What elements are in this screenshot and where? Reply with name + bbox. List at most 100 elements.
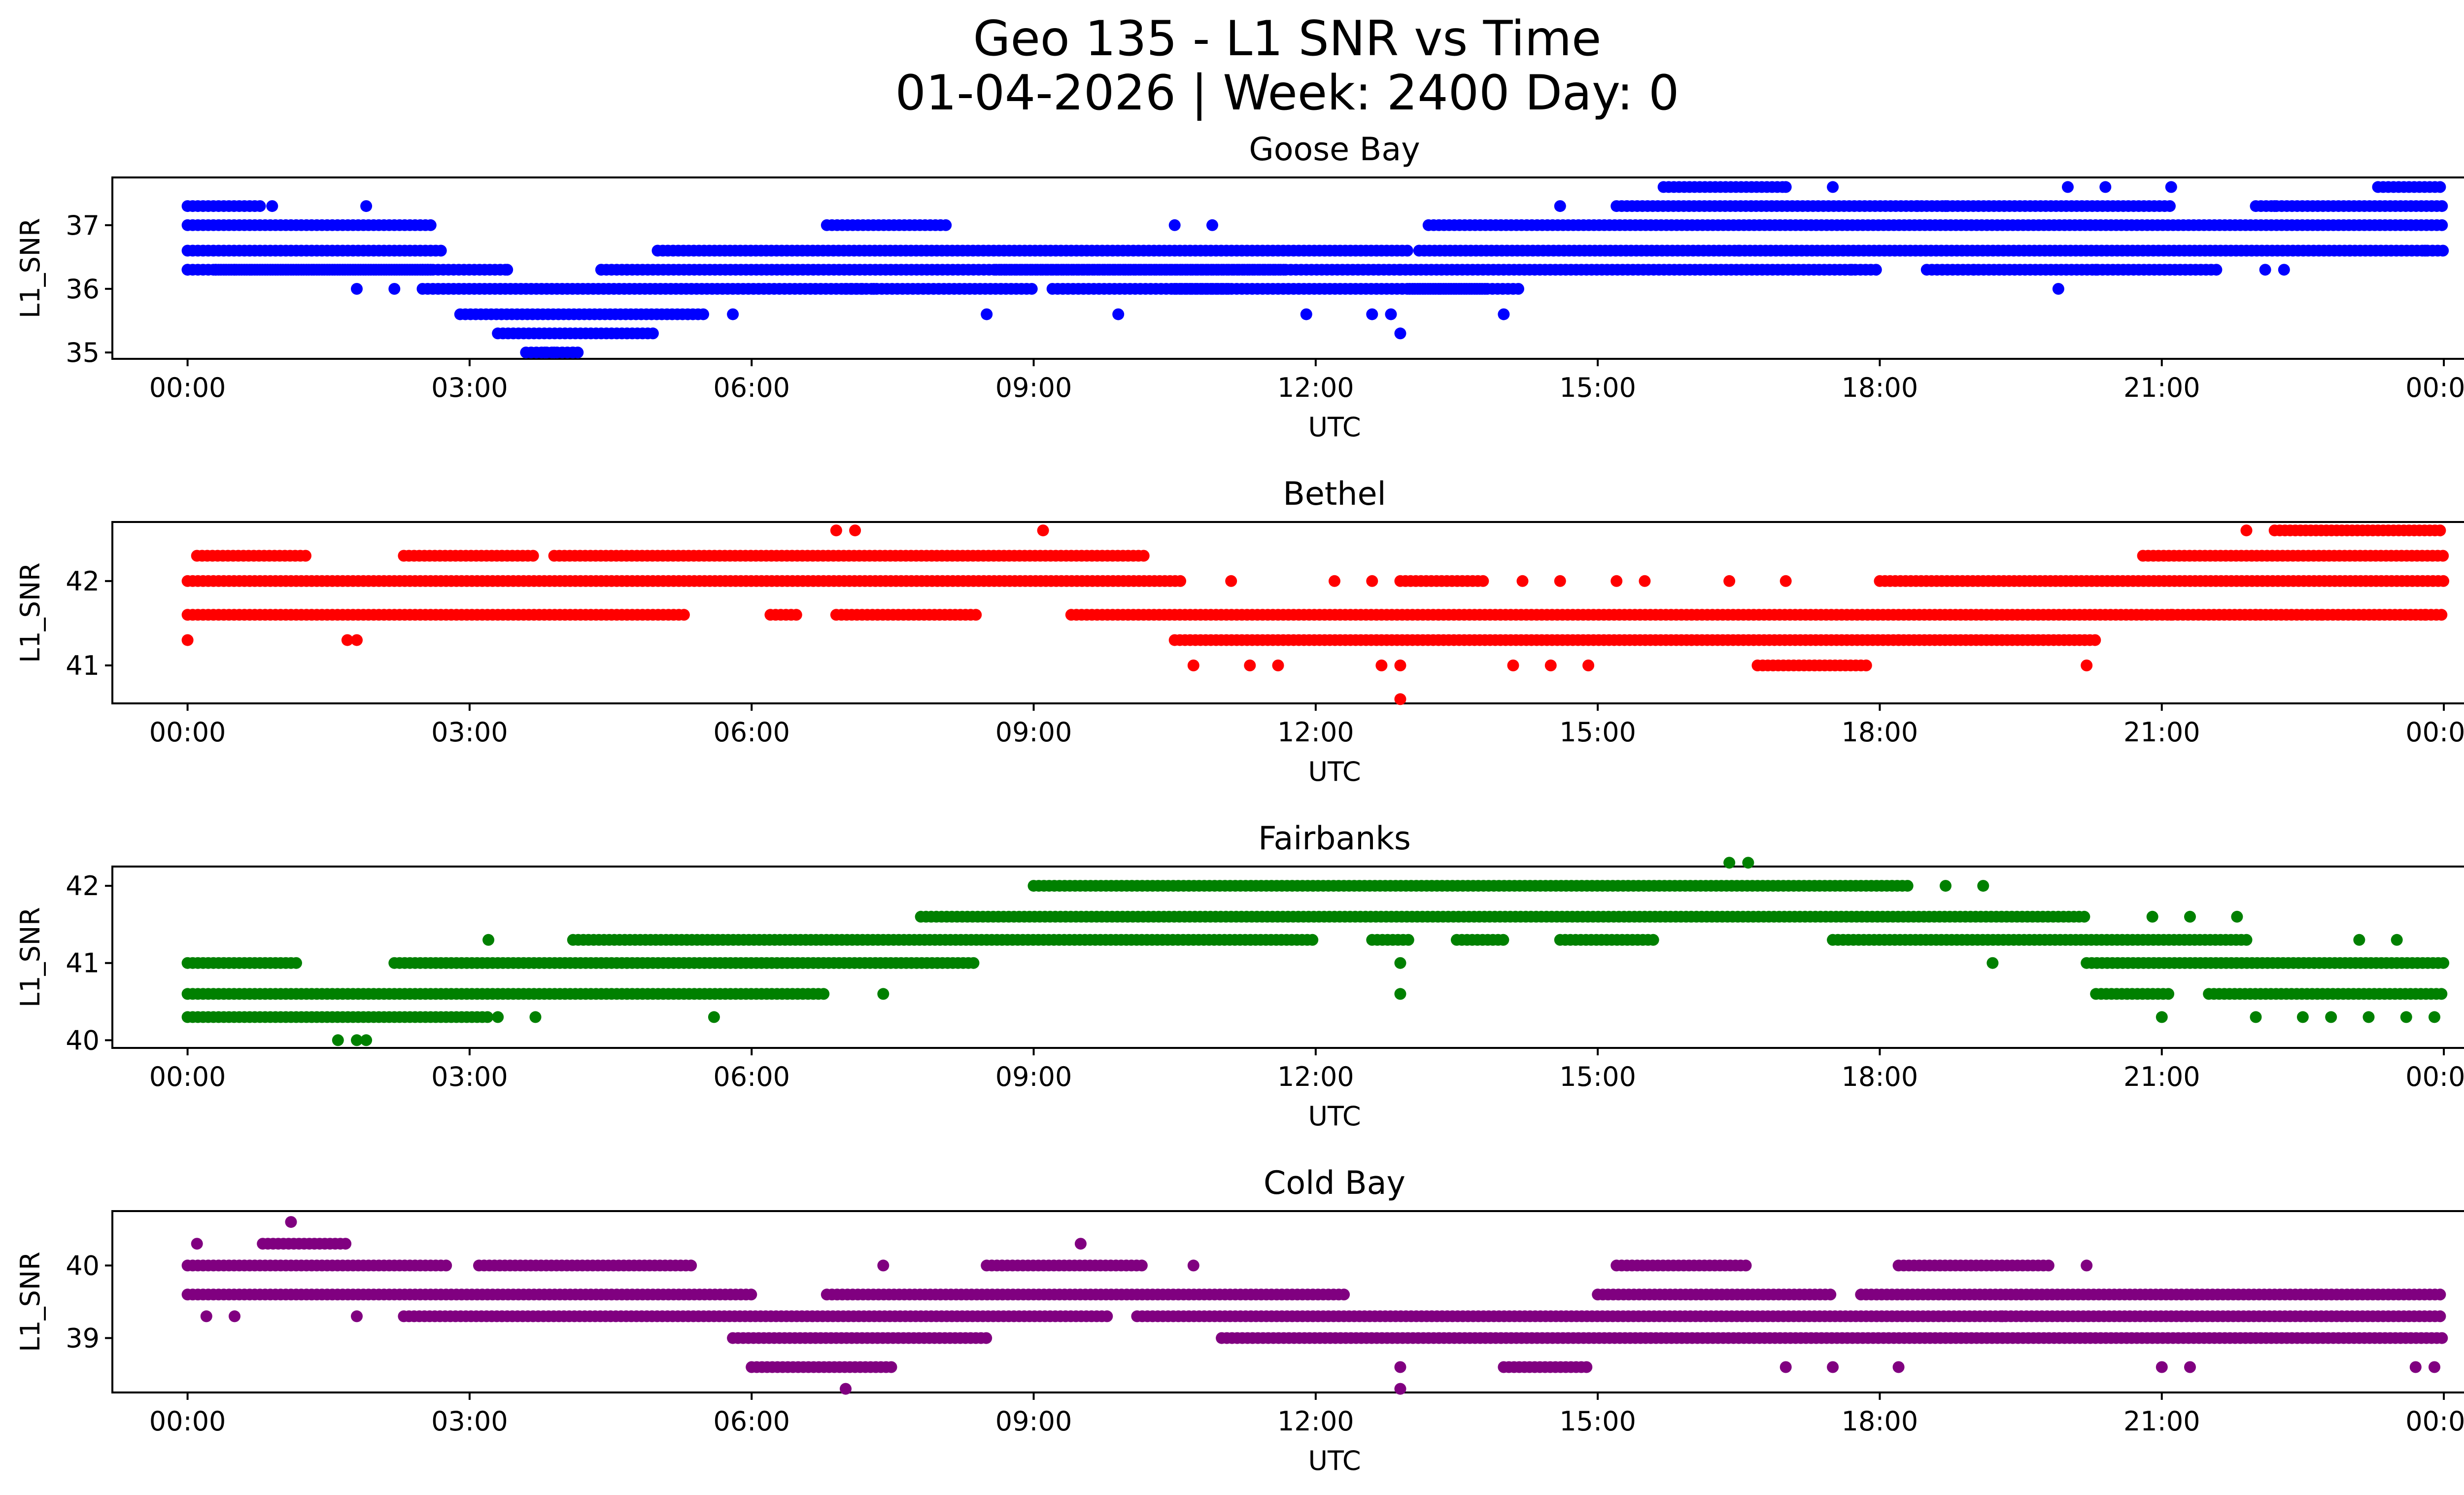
data-point (830, 524, 842, 537)
point-run-9 (1216, 1332, 2448, 1344)
data-point (2419, 609, 2431, 621)
data-point (1846, 264, 1858, 276)
data-point (685, 1259, 697, 1272)
panel-title: Goose Bay (1249, 131, 1420, 168)
data-point (877, 988, 890, 1000)
data-point (2435, 988, 2448, 1000)
data-point (1174, 575, 1187, 587)
x-tick-label: 06:00 (713, 372, 790, 403)
x-tick-label: 00:00 (149, 717, 226, 748)
data-point (440, 1259, 452, 1272)
x-tick-label: 09:00 (995, 1061, 1072, 1092)
data-point (2184, 910, 2196, 923)
data-point (1639, 575, 1651, 587)
data-point (2162, 988, 2175, 1000)
scatter-points (181, 524, 2450, 705)
data-point (2062, 181, 2074, 193)
point-run-0 (181, 219, 437, 231)
data-point (1544, 660, 1557, 671)
data-point (1112, 308, 1125, 320)
point-run-8 (492, 327, 659, 340)
data-point (2240, 934, 2253, 946)
data-point (209, 264, 222, 276)
data-point (340, 1238, 352, 1250)
y-tick-label: 36 (66, 274, 100, 305)
point-run-11 (1874, 575, 2450, 587)
data-point (1477, 575, 1489, 587)
panel-title: Bethel (1283, 476, 1386, 513)
data-point (1394, 988, 1406, 1000)
data-point (980, 1332, 992, 1344)
point-run-6 (830, 609, 982, 621)
data-point (1647, 934, 1659, 946)
data-point (1940, 880, 1951, 892)
point-run-6 (821, 1288, 1350, 1301)
data-point (967, 957, 980, 969)
x-tick-label: 12:00 (1277, 717, 1354, 748)
x-tick-label: 03:00 (431, 1061, 508, 1092)
data-point (266, 200, 278, 212)
point-run-8 (1451, 934, 1509, 946)
data-point (1306, 934, 1319, 946)
x-tick-label: 09:00 (995, 372, 1072, 403)
x-tick-label: 15:00 (1559, 717, 1636, 748)
x-tick-label: 21:00 (2123, 717, 2200, 748)
data-point (1401, 244, 1413, 257)
data-point (2344, 244, 2356, 257)
point-run-7 (981, 1259, 1148, 1272)
point-run-6 (416, 283, 868, 295)
x-tick-label: 00:00 (2405, 372, 2464, 403)
data-point (1497, 934, 1509, 946)
data-point (1338, 1288, 1350, 1301)
data-point (1187, 660, 1199, 671)
data-point (229, 264, 240, 276)
data-point (2156, 1011, 2168, 1023)
point-run-2 (257, 1238, 352, 1250)
data-point (2240, 524, 2253, 537)
point-run-13 (2203, 988, 2448, 1000)
data-point (1507, 660, 1519, 671)
data-point (2437, 550, 2449, 562)
x-tick-label: 06:00 (713, 1061, 790, 1092)
point-run-11 (2081, 957, 2450, 969)
data-point (1827, 181, 1839, 193)
data-point (2250, 609, 2262, 621)
data-point (2437, 575, 2450, 587)
y-tick-label: 42 (66, 566, 100, 597)
y-axis-label: L1_SNR (15, 907, 46, 1008)
plot-frame (111, 521, 2464, 704)
data-point (2165, 181, 2177, 193)
data-point (1968, 264, 1980, 276)
x-tick-label: 18:00 (1842, 717, 1918, 748)
point-run-1 (181, 244, 447, 257)
x-axis-label: UTC (1308, 756, 1361, 787)
data-point (388, 283, 401, 295)
y-axis-label: L1_SNR (15, 1252, 46, 1352)
data-point (481, 1011, 494, 1023)
data-point (1375, 660, 1388, 671)
data-point (2296, 1011, 2309, 1023)
data-point (254, 200, 266, 212)
data-point (501, 264, 513, 276)
point-run-5 (727, 1332, 992, 1344)
data-point (2259, 264, 2271, 276)
point-run-12 (2090, 988, 2175, 1000)
data-point (1516, 575, 1529, 587)
data-point (1394, 327, 1406, 340)
data-point (2434, 524, 2446, 537)
data-point (2164, 200, 2176, 212)
panel-title: Cold Bay (1264, 1165, 1405, 1202)
data-point (1986, 957, 1999, 969)
data-point (290, 957, 302, 969)
point-run-8 (1131, 1310, 2446, 1322)
point-run-21 (1610, 200, 2176, 212)
point-run-4 (548, 550, 1150, 562)
point-run-10 (1827, 934, 2253, 946)
data-point (2081, 660, 2093, 671)
data-point (2090, 264, 2102, 276)
point-run-1 (181, 988, 830, 1000)
data-point (1582, 660, 1595, 671)
point-run-0 (181, 575, 1187, 587)
data-point (548, 347, 560, 359)
